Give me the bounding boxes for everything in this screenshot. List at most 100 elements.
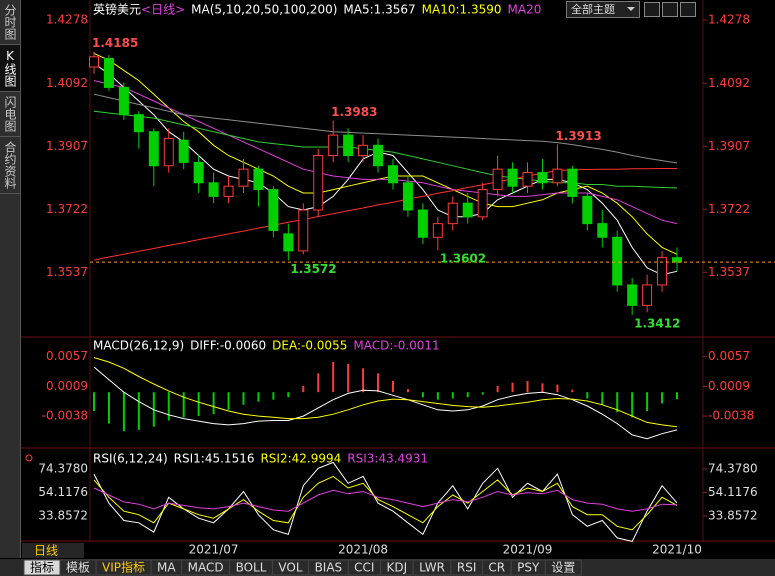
legend-text: MA20 [508,3,542,17]
tab[interactable]: 指标 [23,559,61,576]
theme-dropdown[interactable]: 全部主题 [566,1,640,18]
tab-label[interactable]: PSY [517,561,540,575]
sidebar-tab[interactable]: K线图 [0,45,20,92]
indicator-line [93,168,677,261]
candle-body [387,165,398,184]
candle [253,165,264,207]
tab-label[interactable]: VOL [278,561,302,575]
candle-body [343,134,354,157]
y-tick-label: 0.0057 [708,349,750,363]
candle [298,203,309,255]
tab[interactable]: BIAS [308,559,349,576]
tab[interactable]: VOL [271,559,310,576]
high-label: 1.4185 [92,36,138,50]
legend-text: 英镑美元 [93,2,141,17]
tab-label[interactable]: RSI [457,561,477,575]
tab[interactable]: RSI [450,559,483,576]
tab[interactable]: CCI [347,559,381,576]
candle [402,175,413,217]
y-tick-label: 1.4092 [46,76,88,90]
candle [537,158,548,190]
candle-body [462,202,473,218]
candle [642,274,653,313]
candle [118,82,129,120]
legend-text: DIFF:-0.0060 [190,339,266,353]
y-tick-label: 1.4092 [708,76,750,90]
candle-body [268,189,279,231]
tab[interactable]: 模板 [59,559,97,576]
tab-label[interactable]: MA [157,561,176,575]
toolbar-icon[interactable] [662,2,678,17]
timeframe-label: 日线 [34,544,58,558]
tab[interactable]: KDJ [379,559,414,576]
candle [313,148,324,217]
candle [492,155,503,197]
candle-body [283,233,294,252]
y-tick-label: 54.1176 [708,485,758,499]
legend-text: RSI2:42.9994 [260,452,341,466]
candle [417,203,428,245]
sidebar-tab[interactable]: 闪电图 [0,92,20,137]
candle [268,186,279,238]
tab[interactable]: MACD [181,559,231,576]
tab[interactable]: 设置 [544,559,582,576]
y-tick-label: 0.0057 [46,349,88,363]
tab-label[interactable]: VIP指标 [102,560,145,575]
candle [148,128,159,187]
tab[interactable]: PSY [510,559,546,576]
candle [89,51,99,74]
sidebar-tab[interactable]: 分时图 [0,0,20,45]
legend-text: RSI3:43.4931 [347,452,428,466]
candle-body [178,139,189,163]
tab-label[interactable]: CCI [354,561,374,575]
candle-body [492,168,503,191]
low-label: 1.3572 [290,262,336,276]
candle [103,55,114,91]
candle [657,250,668,292]
y-tick-label: 1.3537 [46,265,88,279]
indicator-line [93,366,678,440]
tab-label[interactable]: CR [488,561,505,575]
tab-label[interactable]: MACD [188,561,224,575]
sidebar-tab[interactable]: 合约资料 [0,137,20,194]
toolbar-icon[interactable] [644,2,660,17]
candle [582,192,593,231]
tab-label[interactable]: 设置 [551,561,575,575]
candle-body [208,182,219,197]
tab-label[interactable]: 模板 [66,561,90,575]
candle [178,131,189,170]
tab[interactable]: CR [481,559,512,576]
tab-label[interactable]: LWR [419,561,445,575]
tab[interactable]: VIP指标 [95,559,152,576]
candle-body [313,155,324,211]
legend-text: MA10:1.3590 [422,3,502,17]
y-tick-label: 74.3780 [708,461,758,475]
tab-label[interactable]: 指标 [30,560,54,575]
candle [163,128,174,173]
y-tick-label: 1.3907 [46,139,88,153]
y-tick-label: 1.3722 [46,202,88,216]
candle-body [253,168,264,191]
candle-body [552,168,563,184]
rsi-icon [25,454,33,462]
y-tick-label: 54.1176 [38,485,88,499]
tab-label[interactable]: BIAS [315,561,343,575]
toolbar-icon[interactable] [680,2,696,17]
candle [358,135,369,163]
candle [447,196,458,231]
legend-text: MACD:-0.0011 [353,339,439,353]
candle [387,158,398,190]
tab-label[interactable]: BOLL [236,561,267,575]
candle-body [537,172,548,184]
candle-body [657,257,668,286]
tab[interactable]: LWR [412,559,452,576]
indicator-line [93,93,678,164]
y-tick-label: 1.3537 [708,265,750,279]
tab[interactable]: BOLL [229,559,273,576]
candle [208,172,219,204]
timeframe-box [22,543,84,558]
tab-label[interactable]: KDJ [386,561,407,575]
tab[interactable]: MA [150,559,183,576]
